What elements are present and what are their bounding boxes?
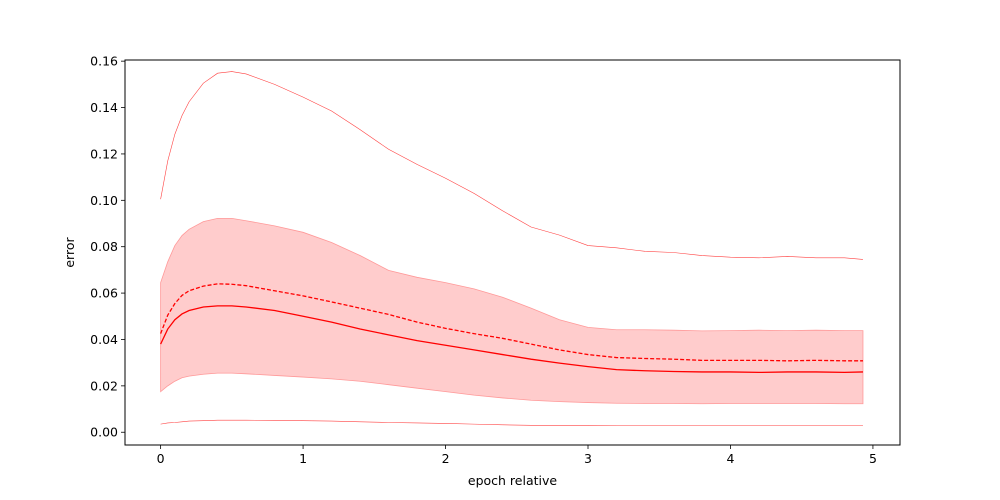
series-line-mean [160,283,863,362]
plot-area [160,71,864,427]
y-tick-label: 0.16 [90,54,118,69]
y-tick-label: 0.06 [90,286,118,301]
series-line-upper-quantile [160,71,863,260]
x-tick-label: 5 [869,451,877,466]
y-tick-label: 0.02 [90,378,118,393]
series-line-median [160,305,863,374]
series-line-lower-quantile [160,419,863,427]
plot-frame [124,59,901,446]
x-tick-label: 0 [157,451,165,466]
x-axis-label: epoch relative [468,473,558,488]
y-tick-label: 0.12 [90,146,118,161]
x-axis: 0 1 2 3 4 5 [157,445,877,466]
y-axis: 0.00 0.02 0.04 0.06 0.08 0.10 0.12 0.14 0.16 [90,54,125,440]
y-axis-label: error [62,237,77,268]
x-tick-label: 3 [584,451,592,466]
x-tick-label: 2 [442,451,450,466]
x-tick-label: 4 [726,451,734,466]
y-tick-label: 0.14 [90,100,118,115]
y-tick-label: 0.10 [90,193,118,208]
y-tick-label: 0.00 [90,425,118,440]
y-tick-label: 0.04 [90,332,118,347]
x-tick-label: 1 [299,451,307,466]
interquartile-band [160,218,864,405]
y-tick-label: 0.08 [90,239,118,254]
